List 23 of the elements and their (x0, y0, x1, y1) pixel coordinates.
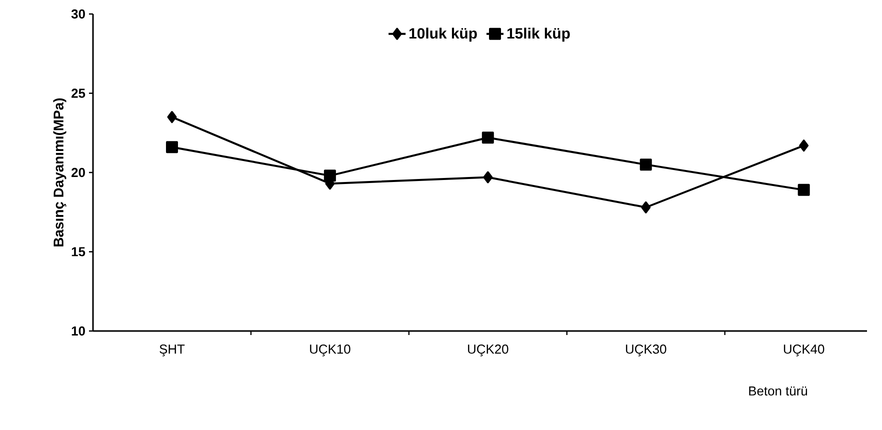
y-tick-label: 25 (72, 88, 86, 98)
point (798, 184, 810, 196)
point (166, 141, 178, 154)
y-tick-label: 30 (71, 9, 85, 19)
x-tick-label: UÇK20 (468, 344, 508, 356)
legend-label: 10luk küp (410, 28, 477, 42)
legend-label: 15lik küp (507, 28, 570, 42)
x-tick-label: UÇK40 (784, 344, 824, 356)
point (324, 170, 336, 182)
x-tick-label: UÇK30 (626, 344, 666, 356)
point (482, 132, 494, 144)
x-axis-title: Beton türü (749, 386, 808, 396)
point (167, 111, 177, 124)
x-tick-label: UÇK10 (310, 344, 350, 356)
point (641, 201, 651, 214)
y-axis-title: Basınç Dayanımı(MPa) (53, 98, 66, 246)
y-tick-label: 20 (72, 168, 85, 178)
point (483, 171, 493, 184)
x-tick-label: ŞHT (160, 344, 185, 356)
point (799, 140, 809, 152)
point (640, 158, 652, 171)
y-tick-label: 10 (72, 326, 85, 336)
y-tick-label: 15 (72, 247, 86, 256)
